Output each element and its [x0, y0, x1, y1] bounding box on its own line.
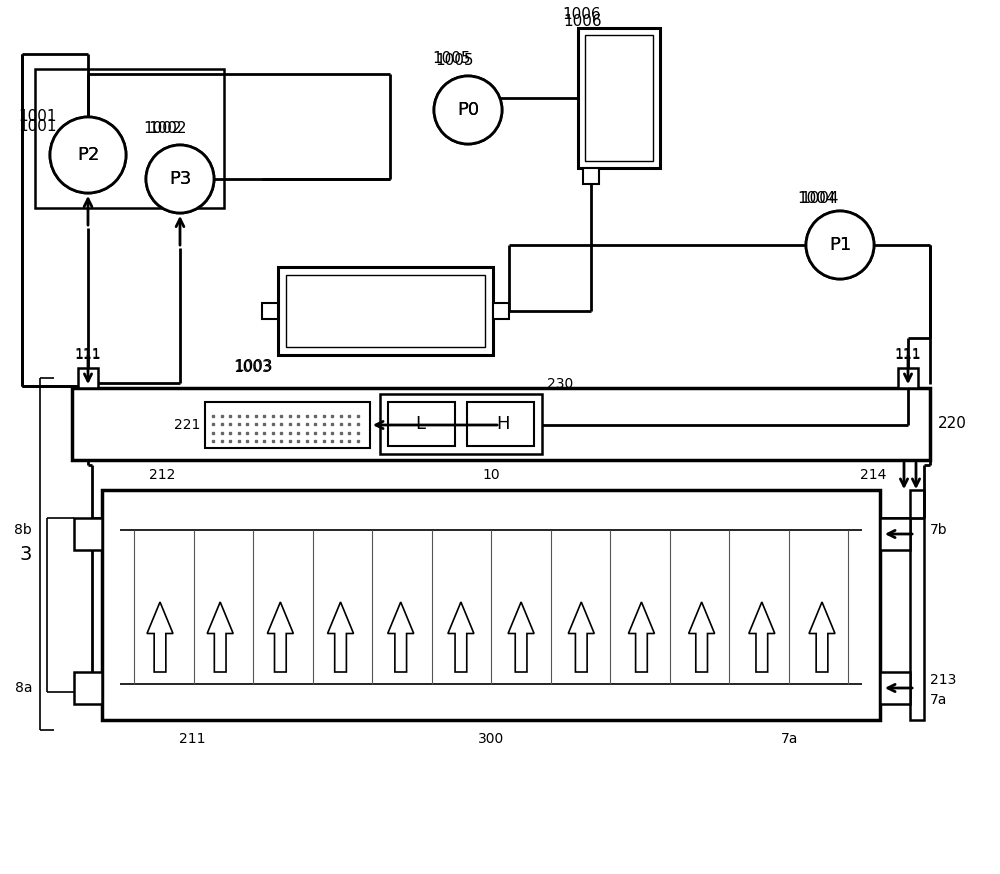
Text: 230: 230	[547, 377, 573, 391]
Polygon shape	[508, 602, 534, 672]
Bar	[102, 490, 880, 720]
Bar	[74, 672, 102, 704]
Text: 8b: 8b	[14, 523, 32, 537]
Text: 1002: 1002	[148, 121, 186, 136]
Text: P0: P0	[457, 101, 479, 119]
Circle shape	[806, 211, 874, 279]
Text: P1: P1	[829, 236, 851, 254]
Text: 1003: 1003	[234, 359, 273, 374]
Text: 1001: 1001	[18, 109, 56, 124]
Text: 1004: 1004	[800, 191, 838, 206]
Text: 1006: 1006	[562, 7, 601, 22]
Text: 214: 214	[860, 468, 886, 482]
Polygon shape	[568, 602, 594, 672]
Text: 111: 111	[895, 347, 921, 361]
Text: 1003: 1003	[233, 360, 272, 375]
Bar	[262, 303, 278, 319]
Bar	[910, 490, 924, 720]
Text: 220: 220	[938, 417, 967, 432]
Bar	[583, 168, 599, 184]
Text: 1004: 1004	[797, 191, 836, 206]
Text: P2: P2	[77, 146, 99, 164]
Bar	[74, 518, 102, 550]
Text: 212: 212	[149, 468, 175, 482]
Bar	[286, 275, 485, 347]
Text: P1: P1	[829, 236, 851, 254]
Text: 1005: 1005	[435, 53, 474, 68]
Bar	[388, 402, 455, 446]
Circle shape	[50, 117, 126, 193]
Text: 300: 300	[478, 732, 504, 746]
Bar	[578, 28, 660, 168]
Bar	[585, 35, 653, 161]
Text: H: H	[496, 415, 510, 433]
Circle shape	[434, 76, 502, 144]
Bar	[880, 672, 910, 704]
Polygon shape	[809, 602, 835, 672]
Polygon shape	[689, 602, 715, 672]
Bar	[205, 402, 370, 448]
Polygon shape	[328, 602, 354, 672]
Text: P2: P2	[77, 146, 99, 164]
Polygon shape	[207, 602, 233, 672]
Polygon shape	[147, 602, 173, 672]
Text: P0: P0	[457, 101, 479, 119]
Bar	[493, 303, 509, 319]
Circle shape	[146, 145, 214, 213]
Text: 7a: 7a	[781, 732, 799, 746]
Text: L: L	[415, 415, 425, 433]
Polygon shape	[388, 602, 414, 672]
Circle shape	[806, 211, 874, 279]
Bar	[78, 368, 98, 388]
Text: 8a: 8a	[14, 681, 32, 695]
Text: P3: P3	[169, 170, 191, 188]
Bar	[898, 368, 918, 388]
Bar	[880, 518, 910, 550]
Text: P3: P3	[169, 170, 191, 188]
Circle shape	[50, 117, 126, 193]
Text: 3: 3	[20, 545, 32, 564]
Bar	[380, 394, 542, 454]
Text: 111: 111	[75, 347, 101, 361]
Bar	[467, 402, 534, 446]
Bar	[72, 388, 930, 460]
Text: 10: 10	[482, 468, 500, 482]
Circle shape	[146, 145, 214, 213]
Polygon shape	[267, 602, 293, 672]
Bar	[35, 69, 224, 208]
Text: 7b: 7b	[930, 523, 948, 537]
Text: 1006: 1006	[563, 14, 602, 29]
Bar	[278, 267, 493, 355]
Text: 7a: 7a	[930, 693, 947, 707]
Text: 1002: 1002	[143, 121, 182, 136]
Polygon shape	[448, 602, 474, 672]
Text: 1005: 1005	[432, 51, 471, 66]
Text: 111: 111	[895, 348, 921, 362]
Text: 221: 221	[174, 418, 200, 432]
Polygon shape	[749, 602, 775, 672]
Text: 213: 213	[930, 673, 956, 687]
Circle shape	[434, 76, 502, 144]
Text: 211: 211	[179, 732, 205, 746]
Polygon shape	[628, 602, 654, 672]
Text: 1001: 1001	[18, 119, 56, 134]
Text: 111: 111	[75, 348, 101, 362]
